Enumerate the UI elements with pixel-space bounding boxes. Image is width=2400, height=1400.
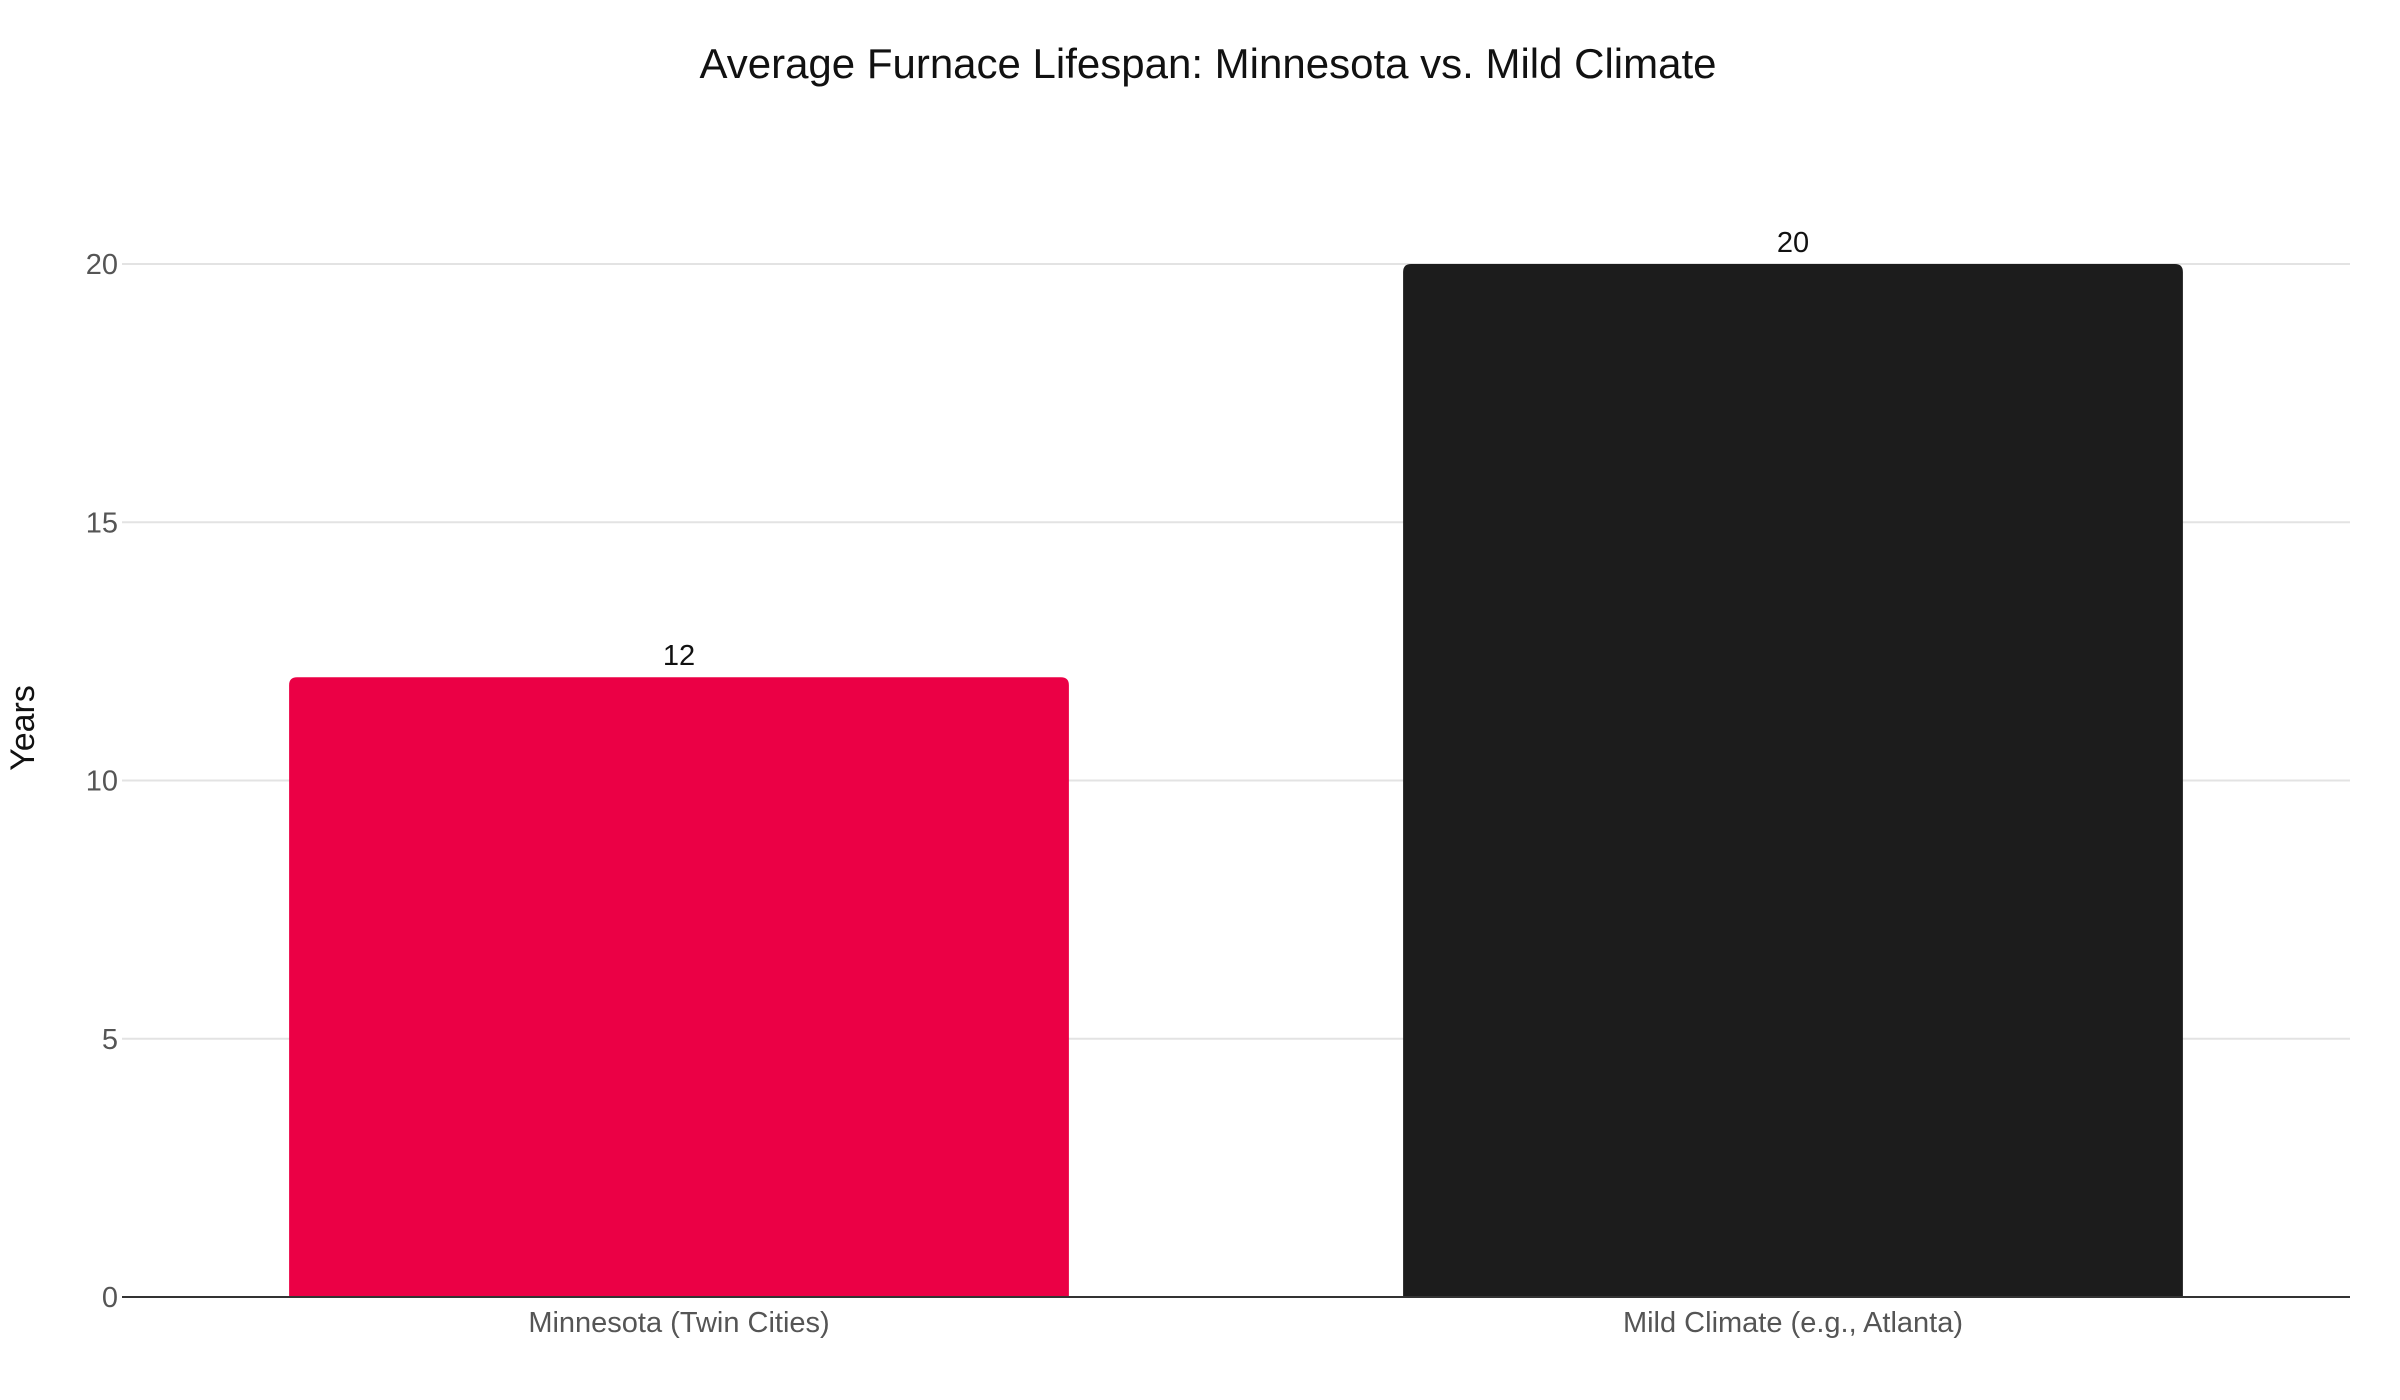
y-tick-label: 5 xyxy=(102,1024,118,1056)
bar-value-labels: 12 20 xyxy=(663,227,1809,672)
bar xyxy=(1403,264,2183,1297)
y-tick-labels: 0 5 10 15 20 xyxy=(86,249,118,1314)
y-axis-label: Years xyxy=(4,685,42,771)
chart-title: Average Furnace Lifespan: Minnesota vs. … xyxy=(699,40,1716,87)
bar xyxy=(289,677,1069,1297)
bars xyxy=(289,264,2183,1297)
y-tick-label: 15 xyxy=(86,507,118,539)
y-tick-label: 10 xyxy=(86,766,118,798)
bar-value-label: 12 xyxy=(663,640,695,672)
x-tick-labels: Minnesota (Twin Cities) Mild Climate (e.g… xyxy=(528,1307,1963,1339)
y-tick-label: 0 xyxy=(102,1282,118,1314)
x-tick-label: Minnesota (Twin Cities) xyxy=(528,1307,829,1339)
x-tick-label: Mild Climate (e.g., Atlanta) xyxy=(1623,1307,1963,1339)
y-tick-label: 20 xyxy=(86,249,118,281)
bar-value-label: 20 xyxy=(1777,227,1809,259)
